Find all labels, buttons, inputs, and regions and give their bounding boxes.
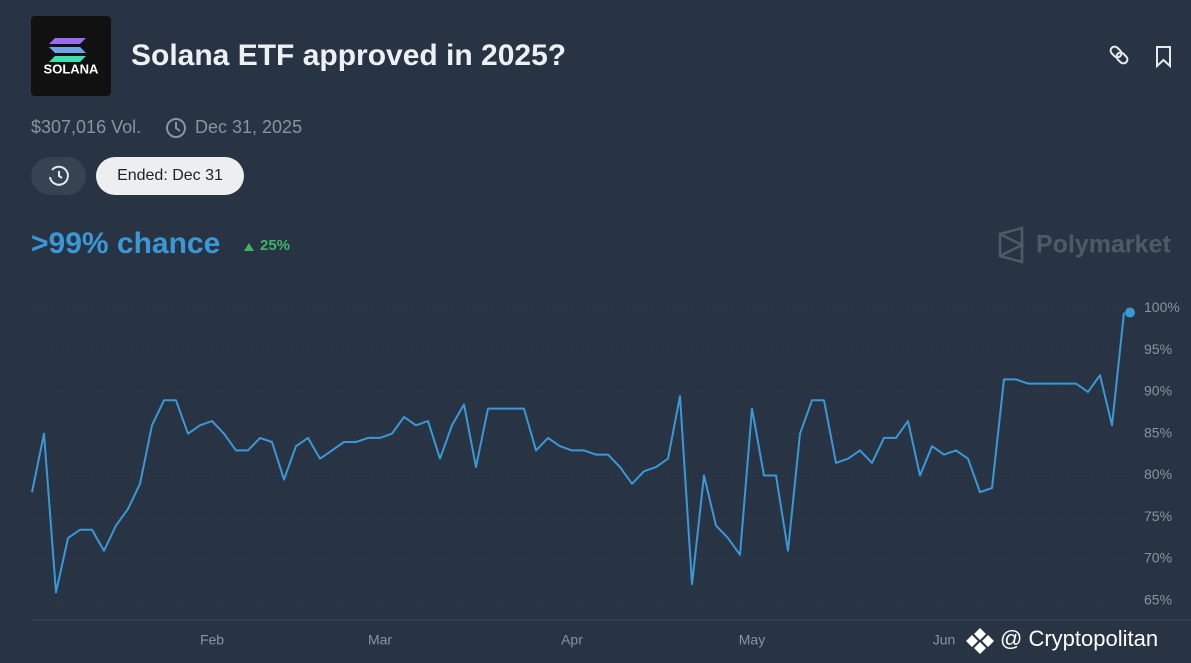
y-tick-label: 70% <box>1144 550 1172 566</box>
y-tick-label: 95% <box>1144 341 1172 357</box>
x-tick-label: Mar <box>368 632 392 648</box>
up-arrow <box>244 243 254 251</box>
y-tick-label: 90% <box>1144 383 1172 399</box>
end-point <box>1125 307 1135 318</box>
change: 25% <box>260 237 290 254</box>
bookmark-button[interactable] <box>1156 46 1171 69</box>
title: Solana ETF approved in 2025? <box>131 39 566 72</box>
y-tick-label: 85% <box>1144 424 1172 440</box>
chart: 65% 70% 75% 80% 85% 90% 95% 100% Feb Mar Apr May Jun <box>31 299 1191 648</box>
logo-mark <box>49 38 86 62</box>
status-pill[interactable] <box>96 157 244 195</box>
volume: $307,016 Vol. <box>31 117 141 137</box>
x-tick-label: Apr <box>561 632 583 648</box>
y-tick-label: 75% <box>1144 508 1172 524</box>
x-tick-label: Feb <box>200 632 224 648</box>
brand-logo <box>998 226 1025 264</box>
x-tick-label: May <box>739 632 765 648</box>
brand: Polymarket <box>1036 231 1171 259</box>
watermark-icon <box>966 628 994 654</box>
status: Ended: Dec 31 <box>117 167 223 184</box>
chance: >99% chance <box>31 227 220 260</box>
watermark: @ Cryptopolitan <box>1000 626 1158 651</box>
y-tick-label: 65% <box>1144 591 1172 607</box>
y-tick-label: 80% <box>1144 466 1172 482</box>
clock-icon <box>166 118 186 138</box>
x-tick-label: Jun <box>933 632 956 648</box>
y-tick-label: 100% <box>1144 299 1180 315</box>
history-icon <box>49 165 69 186</box>
line <box>31 312 1125 594</box>
link-button[interactable] <box>1109 45 1129 65</box>
end-date: Dec 31, 2025 <box>195 117 302 137</box>
logo-text: SOLANA <box>44 61 100 76</box>
